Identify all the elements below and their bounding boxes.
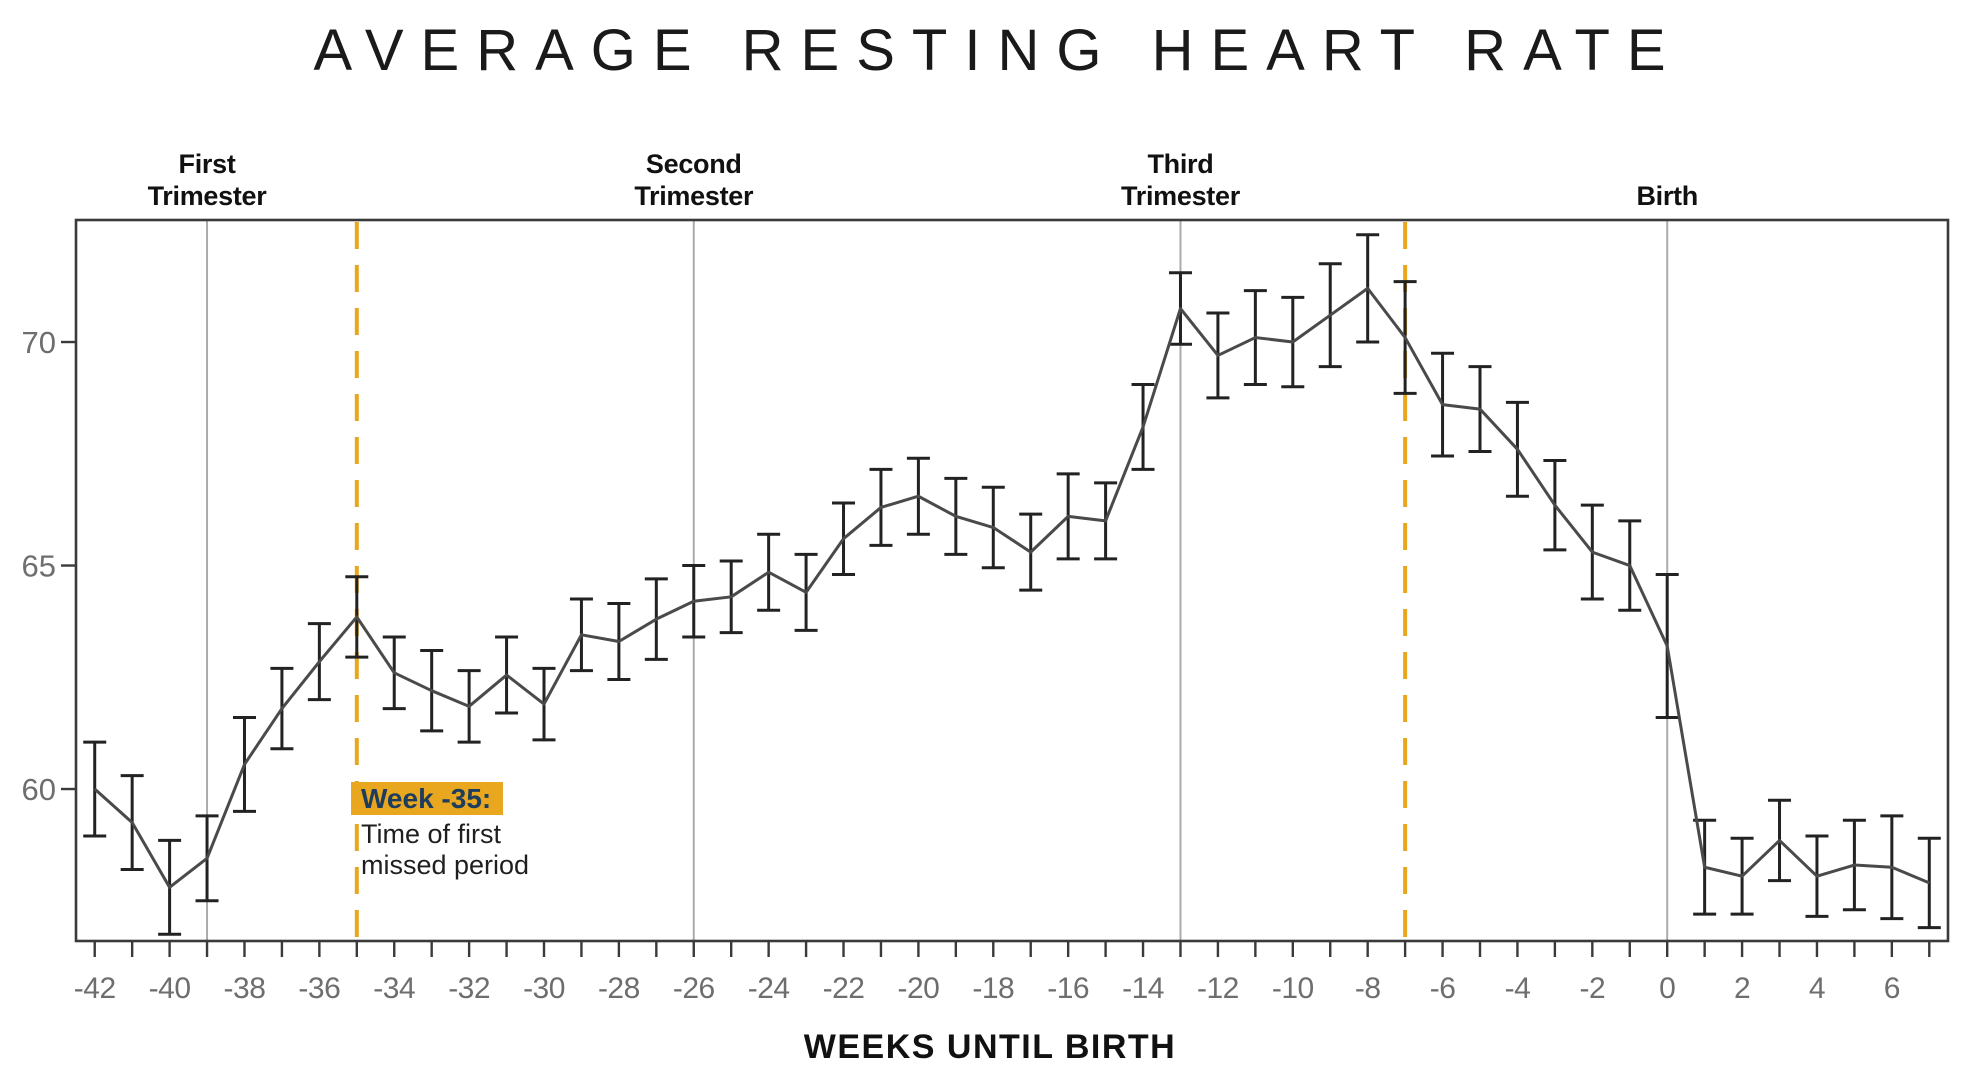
x-tick-label: -28	[598, 972, 640, 1005]
y-tick-label: 65	[22, 549, 56, 584]
x-tick-label: -34	[373, 972, 415, 1005]
x-tick-label: -8	[1355, 972, 1381, 1005]
marker-label: Trimester	[1121, 181, 1241, 211]
x-tick-label: 2	[1734, 972, 1750, 1005]
x-tick-label: -36	[298, 972, 340, 1005]
x-tick-label: 6	[1884, 972, 1900, 1005]
x-tick-label: -24	[748, 972, 790, 1005]
plot-frame	[74, 218, 1950, 943]
annotation-line-1: Time of first	[361, 819, 502, 849]
x-tick-label: -18	[972, 972, 1014, 1005]
annotation-highlight-box	[351, 782, 503, 815]
x-tick-label: -4	[1505, 972, 1531, 1005]
x-axis-title: WEEKS UNTIL BIRTH	[804, 1028, 1176, 1066]
series-line	[93, 286, 1930, 889]
y-tick-label: 60	[22, 772, 56, 807]
x-tick-label: -2	[1579, 972, 1605, 1005]
x-tick-label: 4	[1809, 972, 1825, 1005]
x-tick-label: -16	[1047, 972, 1089, 1005]
plot-area: FirstTrimesterSecondTrimesterThirdTrimes…	[22, 149, 1950, 1005]
marker-label: Second	[646, 149, 742, 179]
annotation-highlight-text: Week -35:	[361, 783, 491, 814]
x-tick-label: -10	[1272, 972, 1314, 1005]
y-tick-label: 70	[22, 325, 56, 360]
x-tick-label: -14	[1122, 972, 1164, 1005]
x-tick-label: 0	[1659, 972, 1675, 1005]
x-tick-label: -12	[1197, 972, 1239, 1005]
marker-label: Third	[1147, 149, 1213, 179]
x-tick-label: -22	[823, 972, 865, 1005]
x-tick-label: -6	[1430, 972, 1456, 1005]
marker-label: Birth	[1636, 181, 1698, 211]
marker-label: Trimester	[148, 181, 268, 211]
x-tick-label: -42	[74, 972, 116, 1005]
x-tick-label: -40	[149, 972, 191, 1005]
x-tick-label: -20	[897, 972, 939, 1005]
x-tick-label: -32	[448, 972, 490, 1005]
x-tick-label: -30	[523, 972, 565, 1005]
chart-title: AVERAGE RESTING HEART RATE	[313, 18, 1682, 83]
x-tick-label: -26	[673, 972, 715, 1005]
x-tick-label: -38	[224, 972, 266, 1005]
marker-label: First	[179, 149, 236, 179]
week-35-annotation: Week -35: Time of first missed period	[351, 782, 529, 880]
annotation-line-2: missed period	[361, 850, 529, 880]
marker-label: Trimester	[634, 181, 754, 211]
